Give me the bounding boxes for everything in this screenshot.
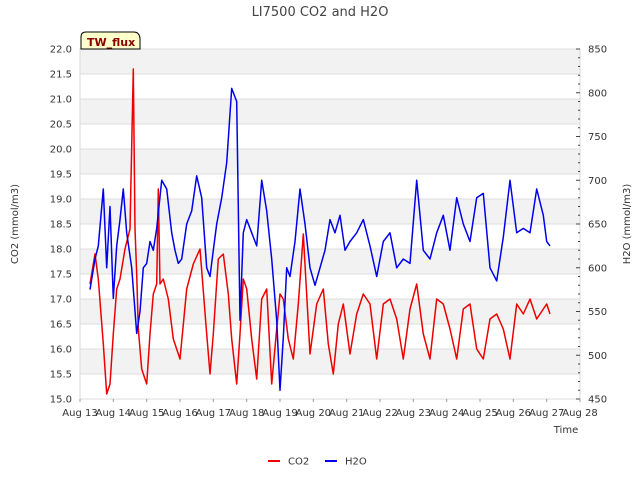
left-tick-label: 19.5 [50,170,72,181]
left-tick-label: 16.0 [50,345,72,356]
right-tick-label: 450 [588,395,607,406]
x-axis-title: Time [553,425,578,436]
right-axis: 450 500 550 600 650 700 750 800 850 [576,45,607,406]
right-tick-label: 700 [588,176,607,187]
x-tick-label: Aug 17 [196,408,231,419]
x-tick-label: Aug 27 [529,408,564,419]
x-tick-label: Aug 22 [362,408,397,419]
x-tick-label: Aug 18 [229,408,264,419]
x-tick-label: Aug 21 [329,408,364,419]
x-tick-label: Aug 24 [429,408,464,419]
right-tick-label: 800 [588,88,607,99]
left-tick-label: 20.0 [50,145,72,156]
x-tick-label: Aug 14 [96,408,131,419]
x-tick-label: Aug 25 [462,408,497,419]
series-line-h2o [89,87,551,392]
left-tick-label: 17.0 [50,295,72,306]
left-axis: 15.0 15.5 16.0 16.5 17.0 17.5 18.0 18.5 19.0 19.5… [50,45,72,406]
plot-background-bands [80,49,580,374]
chart-title: LI7500 CO2 and H2O [252,5,389,20]
legend: CO2 H2O [268,457,367,468]
left-tick-label: 20.5 [50,120,72,131]
left-tick-label: 21.5 [50,70,72,81]
site-badge-label: TW_flux [87,36,135,49]
left-tick-label: 21.0 [50,95,72,106]
series-lines [89,68,551,395]
x-tick-label: Aug 16 [162,408,197,419]
right-tick-label: 600 [588,263,607,274]
right-axis-title: H2O (mmol/m3) [622,184,633,265]
site-badge: TW_flux [80,31,141,50]
right-tick-label: 500 [588,351,607,362]
gridlines [80,48,580,400]
left-tick-label: 17.5 [50,270,72,281]
right-tick-label: 850 [588,45,607,56]
background-band [80,149,580,174]
background-band [80,49,580,74]
background-band [80,99,580,124]
left-tick-label: 15.0 [50,395,72,406]
background-band [80,299,580,324]
left-tick-label: 18.5 [50,220,72,231]
right-tick-label: 550 [588,307,607,318]
left-tick-label: 16.5 [50,320,72,331]
x-tick-label: Aug 20 [296,408,331,419]
left-tick-label: 19.0 [50,195,72,206]
x-tick-label: Aug 26 [496,408,531,419]
x-tick-label: Aug 15 [129,408,164,419]
legend-label-co2: CO2 [288,457,309,468]
x-tick-label: Aug 28 [562,408,597,419]
background-band [80,249,580,274]
legend-label-h2o: H2O [345,457,367,468]
left-tick-label: 15.5 [50,370,72,381]
right-tick-label: 750 [588,132,607,143]
x-tick-label: Aug 13 [62,408,97,419]
right-tick-label: 650 [588,220,607,231]
x-tick-label: Aug 23 [396,408,431,419]
x-tick-label: Aug 19 [262,408,297,419]
left-tick-label: 22.0 [50,45,72,56]
left-axis-title: CO2 (mmol/m3) [10,184,21,264]
left-tick-label: 18.0 [50,245,72,256]
